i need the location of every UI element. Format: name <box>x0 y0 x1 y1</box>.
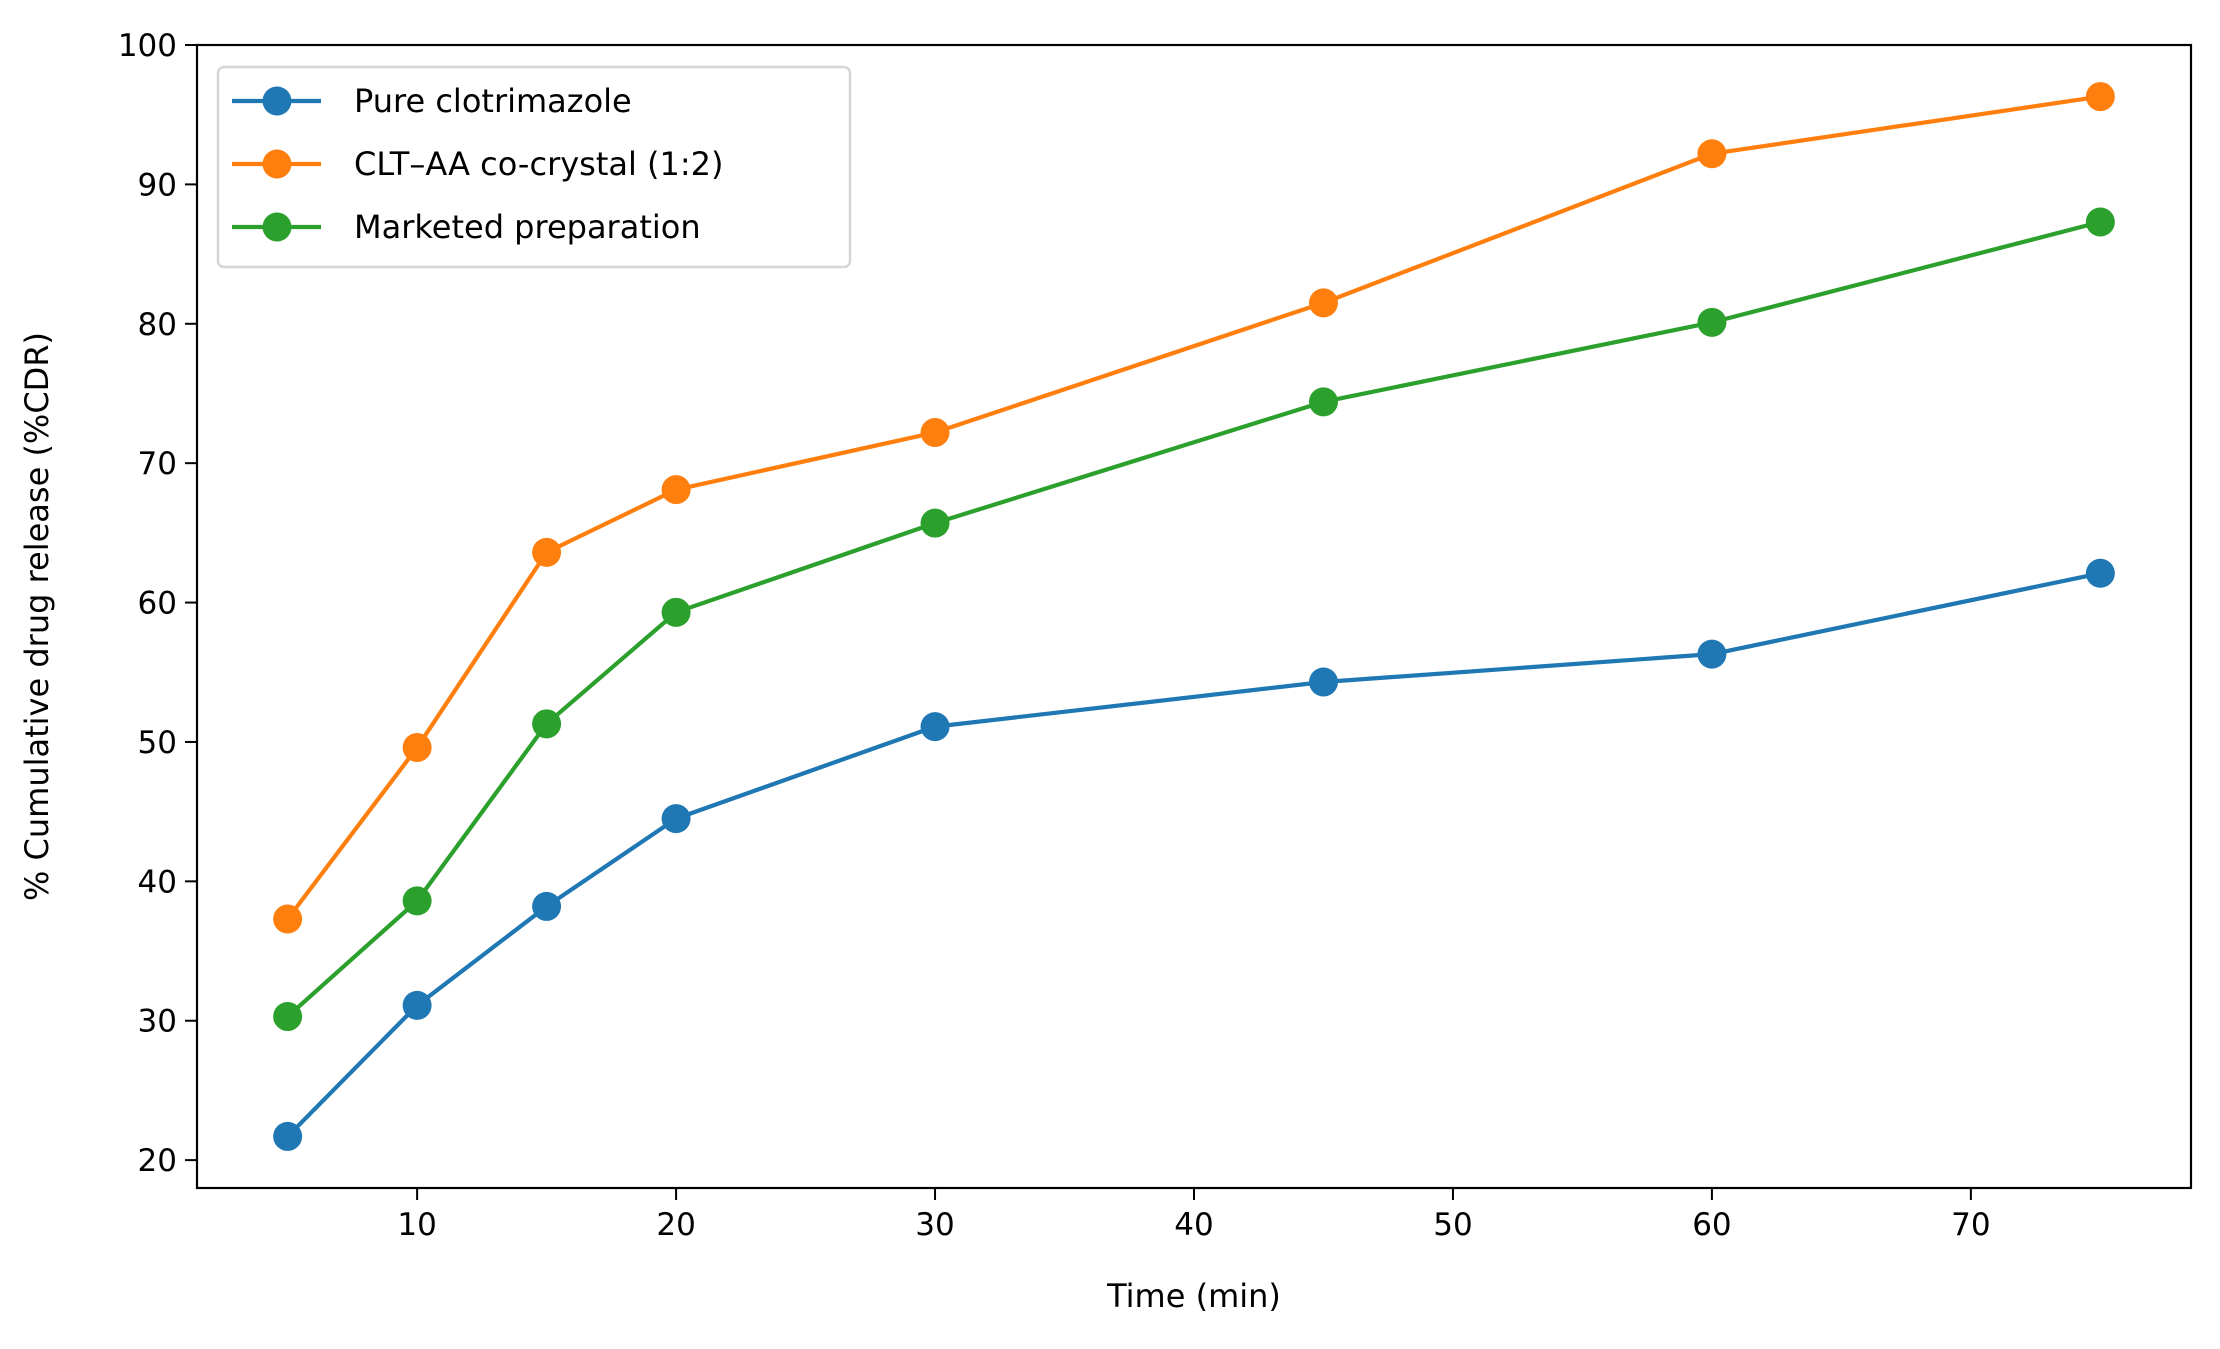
legend-label: CLT–AA co-crystal (1:2) <box>354 145 724 183</box>
y-tick-label: 50 <box>138 725 177 761</box>
legend-marker-swatch <box>262 212 292 242</box>
data-point <box>402 886 432 916</box>
data-point <box>2085 82 2115 112</box>
x-tick-label: 20 <box>656 1207 695 1243</box>
data-point <box>2085 558 2115 588</box>
data-point <box>402 733 432 763</box>
x-axis: 10 20 30 40 50 60 70 <box>397 1188 1991 1243</box>
x-tick-label: 70 <box>1951 1207 1990 1243</box>
data-point <box>1697 639 1727 669</box>
data-point <box>920 712 950 742</box>
data-point <box>273 1002 303 1032</box>
data-point <box>661 475 691 505</box>
legend-item: Marketed preparation <box>232 208 701 246</box>
data-point <box>273 904 303 934</box>
legend-items: Pure clotrimazole CLT–AA co-crystal (1:2)… <box>232 82 724 246</box>
data-point <box>920 508 950 538</box>
data-point <box>1697 307 1727 337</box>
y-tick-label: 100 <box>118 28 177 64</box>
x-tick-label: 10 <box>397 1207 436 1243</box>
series-clt-aa-co-crystal-1-2 <box>273 82 2115 934</box>
data-point <box>1308 288 1338 318</box>
data-point <box>273 1121 303 1151</box>
series-pure-clotrimazole <box>273 558 2115 1151</box>
x-tick-label: 60 <box>1692 1207 1731 1243</box>
data-point <box>661 804 691 834</box>
x-tick-label: 30 <box>915 1207 954 1243</box>
legend-item: CLT–AA co-crystal (1:2) <box>232 145 724 183</box>
series-line <box>286 571 2101 1138</box>
legend-frame <box>216 65 852 269</box>
x-tick-label: 50 <box>1433 1207 1472 1243</box>
data-point <box>1308 667 1338 697</box>
y-tick-label: 60 <box>138 586 177 622</box>
data-point <box>2085 207 2115 237</box>
legend-marker-swatch <box>262 86 292 116</box>
data-point <box>661 597 691 627</box>
series-layer <box>273 82 2115 1151</box>
x-tick-label: 40 <box>1174 1207 1213 1243</box>
y-tick-label: 90 <box>138 167 177 203</box>
y-tick-label: 70 <box>138 446 177 482</box>
data-point <box>532 709 562 739</box>
y-tick-label: 80 <box>138 307 177 343</box>
legend: Pure clotrimazole CLT–AA co-crystal (1:2)… <box>216 65 852 269</box>
data-point <box>402 990 432 1020</box>
y-tick-label: 30 <box>138 1004 177 1040</box>
data-point <box>920 418 950 448</box>
x-axis-label: Time (min) <box>1106 1277 1281 1315</box>
data-point <box>532 537 562 567</box>
data-point <box>1308 387 1338 417</box>
legend-label: Pure clotrimazole <box>354 82 632 120</box>
data-point <box>532 891 562 921</box>
data-point <box>1697 139 1727 169</box>
legend-label: Marketed preparation <box>354 208 701 246</box>
y-tick-label: 40 <box>138 864 177 900</box>
legend-item: Pure clotrimazole <box>232 82 632 120</box>
series-marketed-preparation <box>273 207 2115 1032</box>
y-tick-label: 20 <box>138 1143 177 1179</box>
y-axis: 20 30 40 50 60 70 80 90 100 <box>118 28 197 1179</box>
legend-marker-swatch <box>262 149 292 179</box>
series-line <box>285 94 2101 921</box>
series-line <box>286 219 2101 1019</box>
y-axis-label: % Cumulative drug release (%CDR) <box>18 332 56 901</box>
